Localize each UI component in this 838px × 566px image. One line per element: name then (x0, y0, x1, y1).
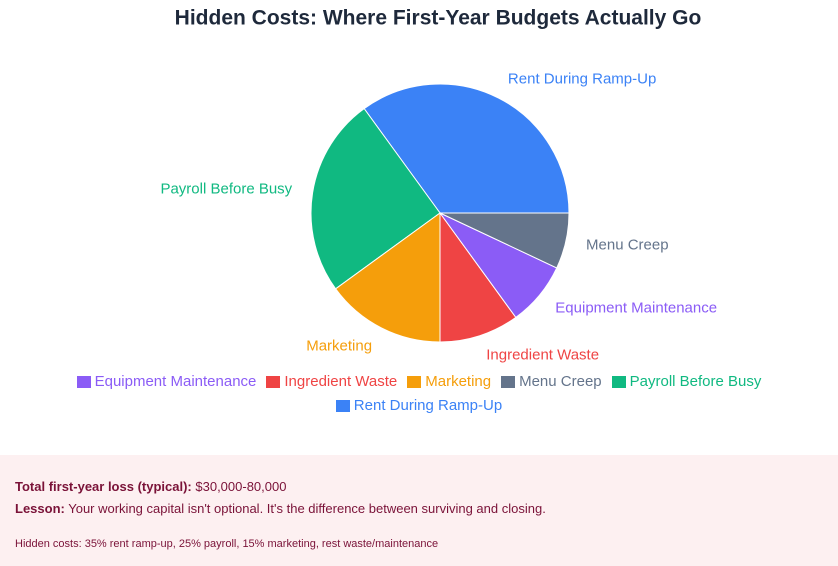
lesson-label: Lesson: (15, 501, 65, 516)
legend-label: Payroll Before Busy (629, 373, 762, 390)
legend-swatch (76, 375, 91, 388)
footer: Total first-year loss (typical): $30,000… (0, 455, 838, 566)
slice-label: Rent During Ramp-Up (508, 71, 656, 88)
legend-item[interactable]: Menu Creep (501, 372, 602, 391)
pie-slice (334, 212, 441, 343)
pie-slice (310, 107, 441, 290)
legend-item[interactable]: Equipment Maintenance (76, 372, 257, 391)
legend-swatch (407, 375, 422, 388)
legend-label: Ingredient Waste (284, 373, 398, 390)
legend-item[interactable]: Ingredient Waste (266, 372, 397, 391)
chart-title: Hidden Costs: Where First-Year Budgets A… (175, 7, 702, 30)
note: Hidden costs: 35% rent ramp-up, 25% payr… (15, 538, 439, 550)
chart: Hidden Costs: Where First-Year Budgets A… (160, 7, 717, 364)
legend-label: Menu Creep (519, 373, 602, 390)
legend-label: Equipment Maintenance (94, 373, 257, 390)
legend-label: Rent During Ramp-Up (353, 397, 503, 414)
pie-slice (363, 83, 570, 214)
legend-item[interactable]: Marketing (407, 372, 491, 391)
slice-label: Equipment Maintenance (555, 299, 717, 316)
slice-label: Ingredient Waste (486, 346, 599, 363)
total-value: $30,000-80,000 (195, 479, 287, 494)
lesson-text: Your working capital isn't optional. It'… (68, 501, 546, 516)
slice-label: Menu Creep (586, 237, 669, 254)
legend-swatch (266, 375, 281, 388)
pie-slice (439, 211, 517, 343)
legend-item[interactable]: Rent During Ramp-Up (335, 396, 503, 415)
legend: Equipment Maintenance Ingredient Waste Mar… (59, 372, 779, 415)
legend-swatch (611, 375, 626, 388)
total-line: Total first-year loss (typical): $30,000… (15, 479, 286, 494)
legend-label: Marketing (425, 373, 492, 390)
total-label: Total first-year loss (typical): (15, 479, 192, 494)
slice-label: Payroll Before Busy (160, 181, 292, 198)
lesson-line: Lesson: Your working capital isn't optio… (15, 501, 546, 516)
pie-slice (439, 212, 570, 269)
slice-label: Marketing (306, 337, 372, 354)
legend-swatch (501, 375, 516, 388)
legend-item[interactable]: Payroll Before Busy (611, 372, 762, 391)
legend-swatch (335, 399, 350, 412)
